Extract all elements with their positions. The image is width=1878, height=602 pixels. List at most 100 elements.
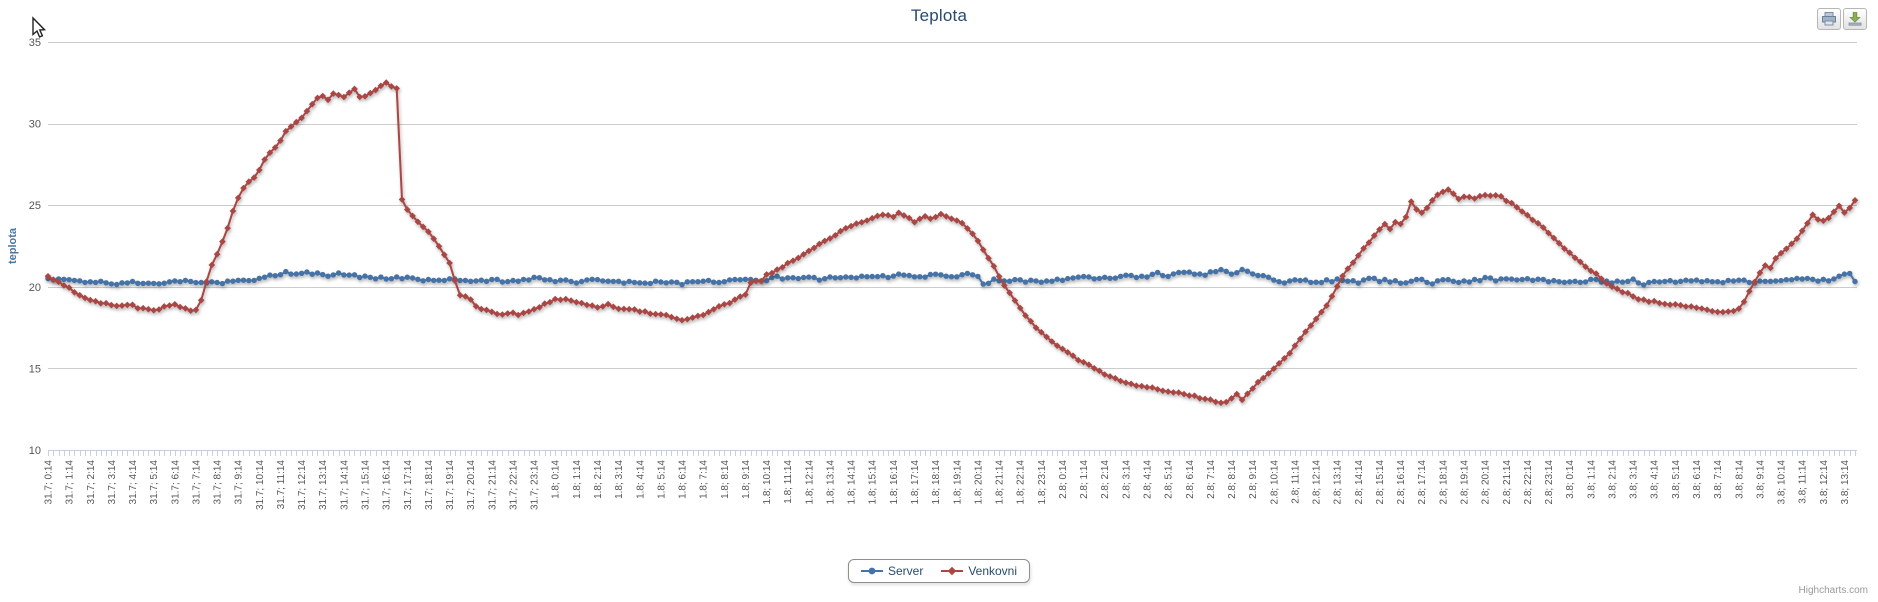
svg-text:1.8; 16:14: 1.8; 16:14 [889, 460, 900, 505]
svg-text:1.8; 19:14: 1.8; 19:14 [952, 460, 963, 505]
svg-text:3.8; 5:14: 3.8; 5:14 [1671, 460, 1682, 499]
svg-text:2.8; 20:14: 2.8; 20:14 [1481, 460, 1492, 505]
svg-text:2.8; 23:14: 2.8; 23:14 [1544, 460, 1555, 505]
svg-text:31.7; 5:14: 31.7; 5:14 [149, 460, 160, 505]
svg-text:1.8; 23:14: 1.8; 23:14 [1037, 460, 1048, 505]
svg-text:1.8; 22:14: 1.8; 22:14 [1016, 460, 1027, 505]
svg-text:31.7; 8:14: 31.7; 8:14 [213, 460, 224, 505]
svg-text:31.7; 10:14: 31.7; 10:14 [255, 460, 266, 510]
series-layer[interactable] [44, 79, 1859, 407]
svg-text:1.8; 8:14: 1.8; 8:14 [720, 460, 731, 499]
svg-text:2.8; 7:14: 2.8; 7:14 [1206, 460, 1217, 499]
svg-text:2.8; 4:14: 2.8; 4:14 [1142, 460, 1153, 499]
svg-text:31.7; 15:14: 31.7; 15:14 [361, 460, 372, 510]
svg-text:3.8; 13:14: 3.8; 13:14 [1840, 460, 1851, 505]
svg-text:2.8; 0:14: 2.8; 0:14 [1058, 460, 1069, 499]
svg-text:2.8; 21:14: 2.8; 21:14 [1502, 460, 1513, 505]
svg-text:1.8; 20:14: 1.8; 20:14 [973, 460, 984, 505]
svg-text:2.8; 10:14: 2.8; 10:14 [1269, 460, 1280, 505]
svg-text:3.8; 2:14: 3.8; 2:14 [1607, 460, 1618, 499]
svg-text:3.8; 12:14: 3.8; 12:14 [1819, 460, 1830, 505]
svg-text:10: 10 [29, 445, 41, 457]
svg-text:2.8; 5:14: 2.8; 5:14 [1164, 460, 1175, 499]
svg-text:2.8; 12:14: 2.8; 12:14 [1312, 460, 1323, 505]
svg-text:3.8; 6:14: 3.8; 6:14 [1692, 460, 1703, 499]
svg-text:31.7; 11:14: 31.7; 11:14 [276, 460, 287, 510]
print-chart-button[interactable] [1817, 8, 1841, 30]
legend-label-server: Server [887, 564, 924, 578]
svg-text:1.8; 1:14: 1.8; 1:14 [572, 460, 583, 499]
svg-text:31.7; 23:14: 31.7; 23:14 [530, 460, 541, 510]
svg-text:1.8; 11:14: 1.8; 11:14 [783, 460, 794, 504]
page-title: Teplota [910, 6, 968, 25]
x-axis-labels: 31.7; 0:14 31.7; 1:14 31.7; 2:14 31.7; 3:14… [44, 460, 1851, 510]
svg-text:2.8; 9:14: 2.8; 9:14 [1248, 460, 1259, 499]
y-axis-title: teplota [7, 227, 19, 264]
svg-text:1.8; 12:14: 1.8; 12:14 [804, 460, 815, 505]
legend-item-server[interactable]: Server [860, 564, 924, 578]
svg-text:2.8; 13:14: 2.8; 13:14 [1333, 460, 1344, 505]
svg-text:31.7; 4:14: 31.7; 4:14 [128, 460, 139, 505]
svg-text:35: 35 [29, 37, 41, 49]
legend-label-venkovni: Venkovni [968, 564, 1018, 578]
svg-text:1.8; 6:14: 1.8; 6:14 [678, 460, 689, 499]
svg-text:3.8; 11:14: 3.8; 11:14 [1798, 460, 1809, 504]
svg-text:15: 15 [29, 363, 41, 375]
svg-text:30: 30 [29, 119, 41, 131]
y-axis-labels: 10 15 20 25 30 35 [29, 37, 41, 457]
svg-text:3.8; 3:14: 3.8; 3:14 [1629, 460, 1640, 499]
x-axis [48, 450, 1857, 456]
legend: Server Venkovni [847, 559, 1031, 583]
svg-text:31.7; 16:14: 31.7; 16:14 [382, 460, 393, 510]
svg-text:31.7; 20:14: 31.7; 20:14 [466, 460, 477, 510]
svg-text:1.8; 9:14: 1.8; 9:14 [741, 460, 752, 499]
svg-text:1.8; 17:14: 1.8; 17:14 [910, 460, 921, 505]
svg-text:2.8; 18:14: 2.8; 18:14 [1438, 460, 1449, 505]
svg-text:31.7; 0:14: 31.7; 0:14 [44, 460, 55, 505]
svg-text:2.8; 16:14: 2.8; 16:14 [1396, 460, 1407, 505]
legend-item-venkovni[interactable]: Venkovni [941, 564, 1017, 578]
server-series-marker-icon [860, 567, 883, 575]
svg-text:3.8; 4:14: 3.8; 4:14 [1650, 460, 1661, 499]
svg-text:1.8; 2:14: 1.8; 2:14 [593, 460, 604, 499]
svg-text:31.7; 6:14: 31.7; 6:14 [170, 460, 181, 505]
highcharts-credit-link[interactable]: Highcharts.com [1798, 585, 1868, 596]
svg-text:2.8; 19:14: 2.8; 19:14 [1460, 460, 1471, 505]
svg-text:31.7; 3:14: 31.7; 3:14 [107, 460, 118, 505]
svg-text:2.8; 11:14: 2.8; 11:14 [1290, 460, 1301, 504]
series-server[interactable] [45, 266, 1858, 288]
svg-text:31.7; 14:14: 31.7; 14:14 [339, 460, 350, 510]
svg-text:31.7; 22:14: 31.7; 22:14 [508, 460, 519, 510]
svg-text:2.8; 15:14: 2.8; 15:14 [1375, 460, 1386, 505]
svg-text:1.8; 0:14: 1.8; 0:14 [551, 460, 562, 499]
svg-text:31.7; 2:14: 31.7; 2:14 [86, 460, 97, 505]
svg-text:2.8; 6:14: 2.8; 6:14 [1185, 460, 1196, 499]
svg-text:2.8; 1:14: 2.8; 1:14 [1079, 460, 1090, 499]
svg-text:1.8; 7:14: 1.8; 7:14 [699, 460, 710, 499]
svg-text:1.8; 14:14: 1.8; 14:14 [847, 460, 858, 505]
venkovni-series-marker-icon [941, 566, 964, 576]
svg-text:25: 25 [29, 200, 41, 212]
svg-text:1.8; 21:14: 1.8; 21:14 [995, 460, 1006, 505]
svg-text:1.8; 10:14: 1.8; 10:14 [762, 460, 773, 505]
svg-text:2.8; 2:14: 2.8; 2:14 [1100, 460, 1111, 499]
export-chart-button[interactable] [1843, 8, 1867, 30]
svg-text:31.7; 18:14: 31.7; 18:14 [424, 460, 435, 510]
svg-text:1.8; 13:14: 1.8; 13:14 [825, 460, 836, 505]
series-markers [44, 79, 1859, 407]
series-venkovni[interactable] [44, 79, 1859, 407]
svg-text:31.7; 12:14: 31.7; 12:14 [297, 460, 308, 510]
svg-text:20: 20 [29, 282, 41, 294]
svg-text:31.7; 19:14: 31.7; 19:14 [445, 460, 456, 510]
svg-text:1.8; 18:14: 1.8; 18:14 [931, 460, 942, 505]
svg-text:2.8; 17:14: 2.8; 17:14 [1417, 460, 1428, 505]
svg-text:2.8; 14:14: 2.8; 14:14 [1354, 460, 1365, 505]
series-line [47, 81, 1856, 404]
svg-text:2.8; 3:14: 2.8; 3:14 [1121, 460, 1132, 499]
printer-icon [1822, 12, 1836, 26]
svg-text:31.7; 17:14: 31.7; 17:14 [403, 460, 414, 510]
svg-text:1.8; 3:14: 1.8; 3:14 [614, 460, 625, 499]
svg-text:2.8; 22:14: 2.8; 22:14 [1523, 460, 1534, 505]
svg-text:3.8; 8:14: 3.8; 8:14 [1734, 460, 1745, 499]
